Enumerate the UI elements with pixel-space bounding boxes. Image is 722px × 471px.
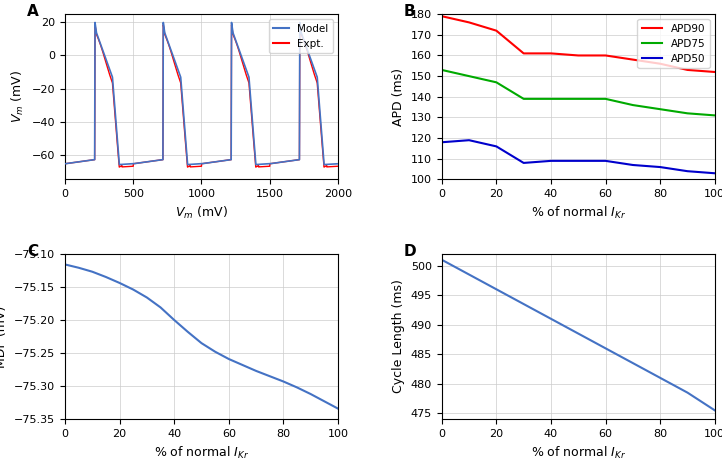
X-axis label: % of normal $I_{Kr}$: % of normal $I_{Kr}$ — [531, 445, 626, 461]
Text: A: A — [27, 4, 38, 19]
APD90 — [710, 69, 719, 75]
Text: C: C — [27, 244, 38, 259]
APD75 — [519, 96, 528, 102]
APD50 — [656, 164, 664, 170]
X-axis label: % of normal $I_{Kr}$: % of normal $I_{Kr}$ — [531, 205, 626, 221]
X-axis label: $V_m$ (mV): $V_m$ (mV) — [175, 205, 228, 221]
X-axis label: % of normal $I_{Kr}$: % of normal $I_{Kr}$ — [154, 445, 249, 461]
Y-axis label: $V_m$ (mV): $V_m$ (mV) — [10, 70, 26, 123]
Line: APD75: APD75 — [442, 70, 715, 115]
APD75 — [438, 67, 446, 73]
Line: APD50: APD50 — [442, 140, 715, 173]
APD90 — [438, 13, 446, 19]
APD75 — [547, 96, 555, 102]
Text: B: B — [404, 4, 415, 19]
APD90 — [601, 53, 610, 58]
Line: APD90: APD90 — [442, 16, 715, 72]
APD90 — [574, 53, 583, 58]
APD75 — [465, 73, 474, 79]
APD75 — [574, 96, 583, 102]
APD90 — [465, 20, 474, 25]
APD90 — [519, 50, 528, 56]
Y-axis label: Cycle Length (ms): Cycle Length (ms) — [392, 280, 405, 393]
APD50 — [629, 162, 638, 168]
Legend: APD90, APD75, APD50: APD90, APD75, APD50 — [638, 19, 710, 68]
Text: D: D — [404, 244, 416, 259]
APD50 — [438, 139, 446, 145]
APD90 — [492, 28, 500, 33]
Y-axis label: MDP (mV): MDP (mV) — [0, 305, 9, 368]
APD75 — [492, 80, 500, 85]
APD90 — [683, 67, 692, 73]
APD75 — [683, 111, 692, 116]
APD50 — [465, 138, 474, 143]
APD50 — [547, 158, 555, 164]
APD50 — [492, 144, 500, 149]
APD90 — [547, 50, 555, 56]
APD90 — [629, 57, 638, 63]
APD50 — [710, 171, 719, 176]
Legend: Model, Expt.: Model, Expt. — [269, 19, 333, 53]
APD75 — [656, 106, 664, 112]
APD75 — [629, 102, 638, 108]
APD50 — [683, 168, 692, 174]
APD75 — [710, 113, 719, 118]
APD75 — [601, 96, 610, 102]
APD50 — [574, 158, 583, 164]
APD50 — [601, 158, 610, 164]
Y-axis label: APD (ms): APD (ms) — [392, 68, 405, 126]
APD50 — [519, 160, 528, 166]
APD90 — [656, 61, 664, 66]
